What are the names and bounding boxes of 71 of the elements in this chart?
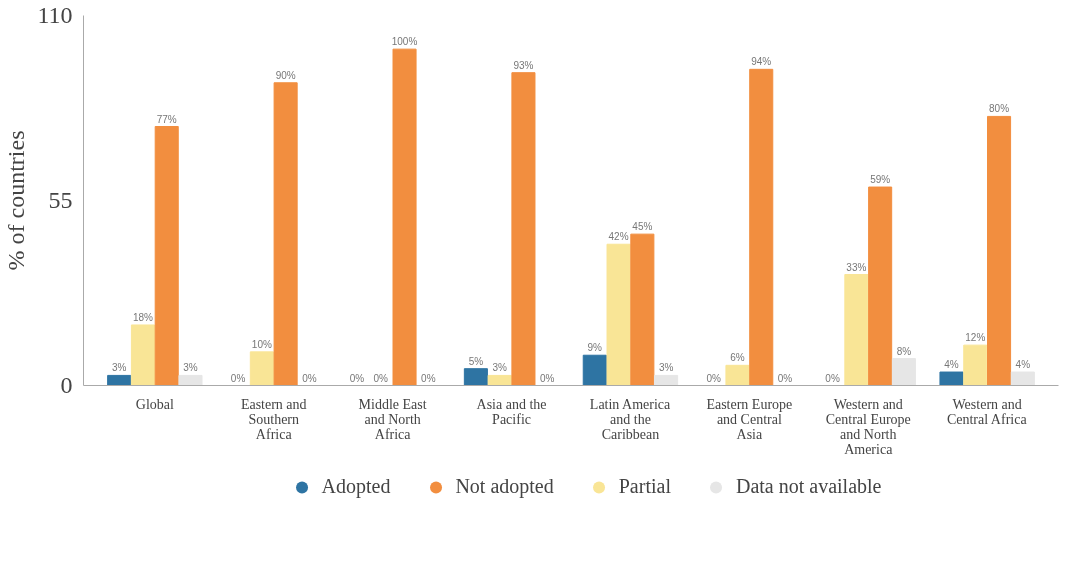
x-tick-label: Latin America and the Caribbean (589, 396, 672, 442)
data-label: 0% (349, 372, 365, 384)
x-tick-label: Eastern Europe and Central Asia (706, 396, 793, 442)
data-label: 100% (391, 36, 418, 48)
y-tick-label: 0 (60, 372, 73, 398)
bar (463, 368, 488, 386)
bar (749, 68, 774, 386)
bar (273, 82, 298, 386)
data-label: 4% (944, 359, 959, 371)
legend-label: Not adopted (455, 475, 554, 498)
legend-label: Adopted (321, 475, 391, 498)
x-tick-label: Asia and the Pacific (476, 396, 547, 427)
bar (511, 72, 536, 386)
data-label: 93% (513, 59, 534, 71)
data-label: 80% (989, 103, 1010, 115)
bar (1010, 371, 1035, 386)
data-label: 12% (965, 332, 986, 344)
data-label: 10% (251, 338, 272, 350)
y-tick-label: 55 (48, 187, 73, 213)
legend-label: Partial (618, 475, 671, 498)
bar (392, 48, 417, 386)
bar (130, 324, 155, 386)
data-label: 4% (1015, 359, 1031, 371)
x-tick-label: Eastern and Southern Africa (240, 396, 307, 442)
y-axis-title: % of countries (3, 130, 30, 271)
data-label: 3% (492, 362, 507, 374)
data-label: 45% (632, 221, 653, 233)
data-label: 0% (302, 372, 317, 384)
bar (891, 358, 916, 386)
y-tick-label: 110 (37, 2, 73, 28)
bar (107, 374, 132, 386)
data-label: 59% (870, 174, 891, 186)
bar (249, 351, 274, 386)
bar (154, 126, 179, 386)
bar (178, 374, 203, 386)
bar (987, 115, 1012, 386)
data-label: 3% (111, 362, 127, 374)
x-tick-label: Western and Central Africa (946, 396, 1028, 427)
data-label: 3% (183, 362, 198, 374)
bar (868, 186, 893, 386)
data-label: 18% (132, 311, 154, 323)
data-label: 0% (539, 372, 555, 384)
x-tick-label: Global (135, 396, 174, 412)
data-label: 77% (156, 113, 177, 125)
data-label: 42% (608, 231, 629, 243)
bar (654, 374, 679, 386)
data-label: 8% (896, 345, 912, 357)
data-label: 0% (777, 372, 793, 384)
bar (582, 354, 607, 386)
data-label: 94% (751, 56, 772, 68)
data-label: 33% (846, 261, 867, 273)
data-label: 0% (706, 372, 722, 384)
data-label: 6% (730, 352, 745, 364)
legend-label: Data not available (735, 475, 882, 498)
x-tick-label: Western and Central Europe and North America (825, 396, 911, 457)
bar (939, 371, 964, 386)
bar (606, 243, 631, 386)
data-label: 0% (230, 372, 246, 384)
bar (963, 344, 988, 386)
data-label: 90% (275, 69, 296, 81)
data-label: 9% (587, 342, 603, 354)
bar (487, 374, 512, 386)
data-label: 5% (468, 355, 484, 367)
data-label: 3% (658, 362, 674, 374)
data-label: 0% (825, 372, 840, 384)
data-label: 0% (373, 372, 389, 384)
bar (725, 364, 750, 386)
x-tick-label: Middle East and North Africa (358, 396, 427, 442)
data-label: 0% (421, 372, 436, 384)
bar (630, 233, 655, 386)
bar (844, 274, 869, 386)
